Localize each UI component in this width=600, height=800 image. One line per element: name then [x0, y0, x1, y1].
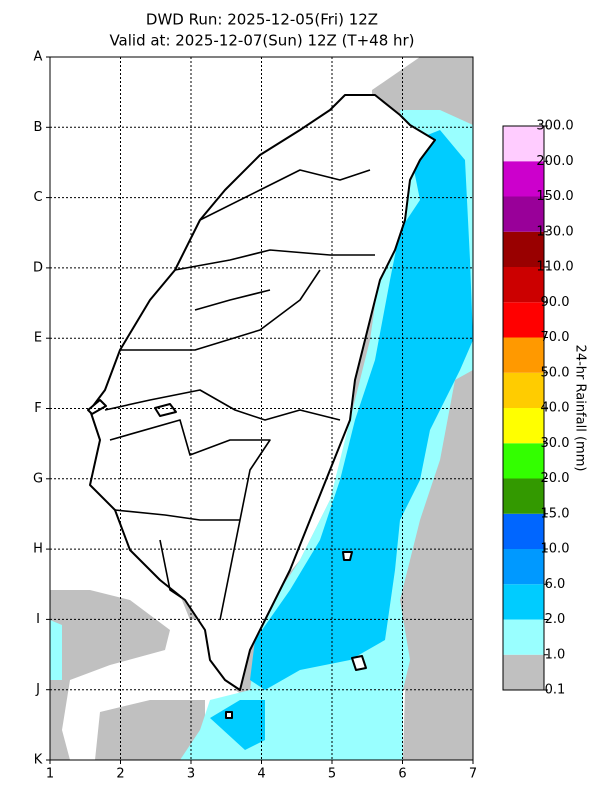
color-box [503, 654, 544, 690]
color-box [503, 337, 544, 373]
color-box [503, 126, 544, 162]
map-frame [49, 56, 474, 761]
county-border [159, 539, 186, 601]
island [154, 403, 177, 417]
colorbar-tick-label: 15.0 [541, 506, 570, 521]
rain-area [95, 700, 205, 760]
colorbar-tick-label: 2.0 [545, 612, 566, 627]
colorbar-tick-label: 6.0 [545, 577, 566, 592]
row-label: B [34, 120, 43, 135]
color-box [503, 549, 544, 585]
colorbar-tick-label: 20.0 [541, 471, 570, 486]
color-box [503, 408, 544, 444]
row-label: A [34, 50, 43, 65]
county-border [104, 389, 341, 421]
colorbar-tick-label: 30.0 [541, 436, 570, 451]
row-label: I [36, 612, 40, 627]
county-border [120, 269, 321, 351]
color-box [503, 267, 544, 303]
color-box [503, 513, 544, 549]
row-label: K [34, 753, 43, 768]
colorbar-tick-label: 50.0 [541, 365, 570, 380]
title: DWD Run: 2025-12-05(Fri) 12Z [146, 11, 378, 29]
colorbar-tick-label: 90.0 [541, 295, 570, 310]
colorbar: 0.1 1.0 2.0 6.0 10.0 15.0 20.0 30.0 40.0 50.0 70.0… [502, 119, 574, 698]
colorbar-tick-label: 200.0 [536, 154, 573, 169]
coastline [89, 94, 436, 691]
color-box [503, 619, 544, 655]
island [225, 711, 233, 719]
column-label: 5 [328, 767, 336, 782]
rain-area [50, 620, 62, 680]
row-label: E [34, 331, 42, 346]
colorbar-tick-label: 150.0 [536, 189, 573, 204]
colorbar-title: 24-hr Rainfall (mm) [573, 345, 588, 472]
colorbar-tick-label: 300.0 [536, 119, 573, 134]
column-label: 6 [398, 767, 406, 782]
rain-area [50, 590, 170, 760]
row-label: C [33, 190, 42, 205]
color-box [503, 302, 544, 338]
rain-area [250, 130, 473, 690]
color-box [503, 443, 544, 479]
rain-area [210, 700, 265, 750]
column-label: 3 [187, 767, 195, 782]
row-label: G [33, 471, 43, 486]
column-label: 4 [257, 767, 265, 782]
county-border [109, 419, 271, 621]
colorbar-tick-label: 10.0 [541, 542, 570, 557]
column-label: 7 [469, 767, 477, 782]
colorbar-tick-label: 40.0 [541, 401, 570, 416]
island [351, 655, 367, 671]
county-border [114, 509, 240, 521]
row-label: F [34, 401, 41, 416]
column-label: 2 [116, 767, 124, 782]
color-box [503, 161, 544, 197]
row-label: H [33, 542, 43, 557]
row-label: J [35, 682, 40, 697]
colorbar-tick-label: 0.1 [545, 683, 566, 698]
color-box [503, 231, 544, 267]
colorbar-tick-label: 1.0 [545, 647, 566, 662]
island [87, 399, 107, 415]
colorbar-tick-label: 130.0 [536, 224, 573, 239]
colorbar-tick-label: 70.0 [541, 330, 570, 345]
column-label: 1 [46, 767, 54, 782]
color-box [503, 372, 544, 408]
county-border [199, 169, 371, 221]
county-border [174, 249, 375, 271]
colorbar-tick-label: 110.0 [536, 260, 573, 275]
row-label: D [33, 260, 43, 275]
color-box [503, 478, 544, 514]
county-border [194, 289, 271, 311]
subtitle: Valid at: 2025-12-07(Sun) 12Z (T+48 hr) [109, 32, 414, 50]
color-box [503, 584, 544, 620]
color-box [503, 196, 544, 232]
island [342, 551, 353, 561]
